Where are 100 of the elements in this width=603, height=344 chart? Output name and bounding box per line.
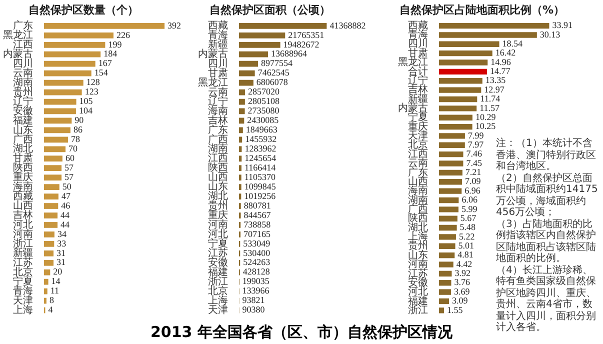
data-label: 2857020 <box>248 86 280 97</box>
bar <box>439 298 450 304</box>
y-tick-label: 内蒙古 <box>198 48 228 60</box>
data-label: 533049 <box>243 238 271 248</box>
bar <box>44 32 114 38</box>
data-label: 12.97 <box>484 84 505 94</box>
y-tick-label: 海南 <box>208 104 228 117</box>
annotation: （4）长江上游珍稀、特有鱼类国家级自然保护区地跨四川、重庆、贵州、云南4省市，数量计入四川，面积分别计入各省。 <box>496 264 597 334</box>
data-label: 6.06 <box>462 194 478 205</box>
data-label: 86 <box>73 124 83 135</box>
data-label: 5.22 <box>458 231 475 242</box>
data-label: 10.25 <box>475 121 496 132</box>
y-tick-label: 江西 <box>408 148 428 160</box>
bar <box>439 252 455 258</box>
data-label: 10.29 <box>475 112 496 122</box>
data-label: 880781 <box>244 200 271 210</box>
data-label: 57 <box>64 172 74 182</box>
data-label: 104 <box>78 106 93 116</box>
data-label: 60 <box>65 152 75 163</box>
bar <box>439 308 444 314</box>
data-label: 57 <box>64 162 74 172</box>
data-label: 11.57 <box>480 102 500 113</box>
data-label: 3.92 <box>454 268 470 278</box>
bar <box>44 156 62 162</box>
data-label: 524263 <box>243 257 271 268</box>
bar <box>439 114 472 120</box>
data-label: 18.54 <box>502 38 524 49</box>
bar <box>44 212 58 218</box>
data-label: 1019256 <box>244 190 276 201</box>
data-label: 19482672 <box>283 39 320 50</box>
bar <box>439 68 488 75</box>
annotation: （2）自然保护区总面积中陆域面积约14175万公顷，海域面积约456万公顷； <box>496 172 599 218</box>
data-label: 31 <box>56 257 66 268</box>
bar <box>44 118 72 124</box>
data-label: 44 <box>60 210 70 220</box>
bar <box>44 232 54 238</box>
bar <box>44 260 54 266</box>
bar <box>239 89 246 96</box>
data-label: 133966 <box>242 286 270 296</box>
data-label: 128 <box>86 77 100 88</box>
y-tick-label: 四川 <box>208 57 228 70</box>
data-label: 78 <box>70 134 80 144</box>
y-tick-label: 云南 <box>208 86 228 98</box>
data-label: 31 <box>56 248 66 258</box>
bar <box>439 270 452 277</box>
bar <box>239 146 242 152</box>
data-label: 1105370 <box>244 172 276 182</box>
data-label: 2735080 <box>248 106 280 116</box>
y-tick-label: 甘肃 <box>408 46 428 59</box>
bar <box>44 165 62 172</box>
bar <box>44 60 96 67</box>
data-label: 2430085 <box>247 115 280 126</box>
data-label: 5.99 <box>461 204 478 214</box>
data-label: 154 <box>94 68 108 78</box>
data-label: 33 <box>57 238 67 248</box>
bar <box>439 78 482 84</box>
bar <box>439 216 458 222</box>
y-tick-label: 天津 <box>208 304 228 316</box>
y-tick-label: 安徽 <box>408 276 428 288</box>
bar <box>44 240 54 247</box>
bar <box>439 262 454 268</box>
bar <box>239 70 255 76</box>
data-label: 7.99 <box>468 130 484 140</box>
data-label: 20 <box>53 266 63 277</box>
y-tick-label: 西藏 <box>408 19 428 32</box>
bar <box>439 124 472 130</box>
bar <box>239 98 245 105</box>
bar <box>44 98 76 105</box>
y-tick-label: 福建 <box>408 294 428 307</box>
y-tick-label: 安徽 <box>208 256 228 268</box>
bar <box>44 42 106 48</box>
data-label: 14 <box>51 276 61 286</box>
chart-title: 自然保护区面积（公顷） <box>210 3 330 16</box>
data-label: 44 <box>60 219 70 230</box>
data-label: 1283962 <box>244 144 276 154</box>
data-label: 1.55 <box>447 304 464 315</box>
data-label: 46 <box>61 200 71 210</box>
data-label: 90 <box>74 115 84 126</box>
bar <box>239 136 242 143</box>
data-label: 11.74 <box>480 94 501 104</box>
bar <box>439 206 458 212</box>
data-label: 93821 <box>242 295 265 306</box>
data-label: 3.09 <box>452 296 468 306</box>
y-tick-label: 北京 <box>13 266 33 278</box>
y-tick-label: 福建 <box>13 114 33 126</box>
data-label: 2805108 <box>248 96 280 106</box>
data-label: 7.21 <box>465 167 482 178</box>
data-label: 6.96 <box>464 185 481 196</box>
data-label: 5.48 <box>460 222 476 232</box>
y-tick-label: 宁夏 <box>13 275 33 288</box>
y-tick-label: 新疆 <box>13 246 33 259</box>
data-label: 50 <box>62 181 72 192</box>
y-tick-label: 青海 <box>13 284 33 297</box>
y-tick-label: 新疆 <box>208 38 228 50</box>
y-tick-label: 辽宁 <box>13 95 33 108</box>
chart-title: 自然保护区占陆地面积比例（%） <box>399 3 565 16</box>
bar <box>44 146 66 152</box>
bar <box>439 87 482 93</box>
bar <box>439 142 465 148</box>
data-label: 14.77 <box>490 66 511 76</box>
